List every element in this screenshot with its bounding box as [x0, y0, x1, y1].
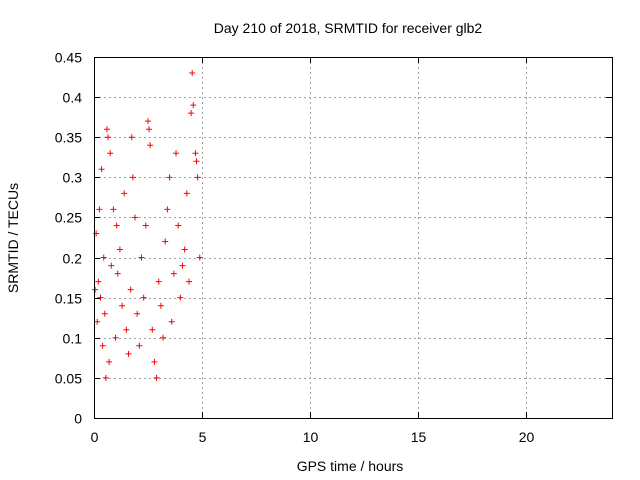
plot-frame [94, 57, 613, 419]
data-point [113, 222, 120, 229]
data-point [102, 374, 109, 381]
data-point [110, 206, 117, 213]
data-point [144, 118, 151, 125]
data-point [129, 174, 136, 181]
data-point [114, 270, 121, 277]
data-point [155, 278, 162, 285]
y-tick-label: 0.2 [63, 251, 83, 267]
x-axis-label: GPS time / hours [297, 458, 404, 474]
data-point [92, 286, 99, 293]
data-point [164, 206, 171, 213]
data-point [185, 278, 192, 285]
data-point [190, 102, 197, 109]
y-axis-label: SRMTID / TECUs [5, 183, 21, 293]
x-tick-label: 10 [303, 429, 319, 445]
data-point [168, 318, 175, 325]
data-point [177, 294, 184, 301]
data-point [96, 206, 103, 213]
y-tick-label: 0.35 [55, 130, 82, 146]
data-point [173, 150, 180, 157]
data-point [170, 270, 177, 277]
data-point [105, 134, 112, 141]
data-point [147, 142, 154, 149]
data-point [106, 358, 113, 365]
data-point [103, 126, 110, 133]
data-point [149, 326, 156, 333]
axis-ticks: 0 0.05 0.1 0.15 0.2 0.25 0.3 0.35 0.4 0.45 0 5 10 15 2… [55, 50, 612, 445]
data-point [112, 334, 119, 341]
grid [94, 57, 612, 418]
data-point [194, 174, 201, 181]
data-point [192, 150, 199, 157]
x-tick-label: 15 [411, 429, 427, 445]
data-point [119, 302, 126, 309]
x-tick-label: 0 [91, 429, 99, 445]
data-point [136, 342, 143, 349]
data-point [101, 310, 108, 317]
data-point [142, 222, 149, 229]
data-point [138, 254, 145, 261]
data-point [160, 334, 167, 341]
data-point [132, 214, 139, 221]
y-tick-label: 0.05 [55, 371, 82, 387]
y-tick-label: 0.25 [55, 210, 82, 226]
data-point [127, 286, 134, 293]
data-point [116, 246, 123, 253]
data-point [188, 110, 195, 117]
data-point [193, 158, 200, 165]
data-point [183, 190, 190, 197]
data-point [123, 326, 130, 333]
data-point [140, 294, 147, 301]
data-point [107, 150, 114, 157]
y-tick-label: 0.3 [63, 170, 83, 186]
data-point [157, 302, 164, 309]
data-point [134, 310, 141, 317]
data-series [92, 70, 203, 381]
data-point [95, 278, 102, 285]
y-tick-label: 0.4 [63, 90, 83, 106]
chart-title: Day 210 of 2018, SRMTID for receiver glb… [214, 20, 483, 36]
data-point [100, 254, 107, 261]
data-point [166, 174, 173, 181]
data-point [108, 262, 115, 269]
data-point [125, 350, 132, 357]
y-tick-label: 0.1 [63, 331, 83, 347]
data-point [153, 374, 160, 381]
y-tick-label: 0.45 [55, 50, 82, 66]
data-point [162, 238, 169, 245]
data-point [196, 254, 203, 261]
y-tick-label: 0 [74, 411, 82, 427]
data-point [189, 70, 196, 77]
x-tick-label: 20 [519, 429, 535, 445]
data-point [128, 134, 135, 141]
data-point [179, 262, 186, 269]
data-point [94, 318, 101, 325]
data-point [121, 190, 128, 197]
data-point [181, 246, 188, 253]
x-tick-label: 5 [199, 429, 207, 445]
data-point [99, 342, 106, 349]
y-tick-label: 0.15 [55, 291, 82, 307]
data-point [151, 358, 158, 365]
data-point [175, 222, 182, 229]
data-point [97, 294, 104, 301]
data-point [146, 126, 153, 133]
data-point [98, 166, 105, 173]
